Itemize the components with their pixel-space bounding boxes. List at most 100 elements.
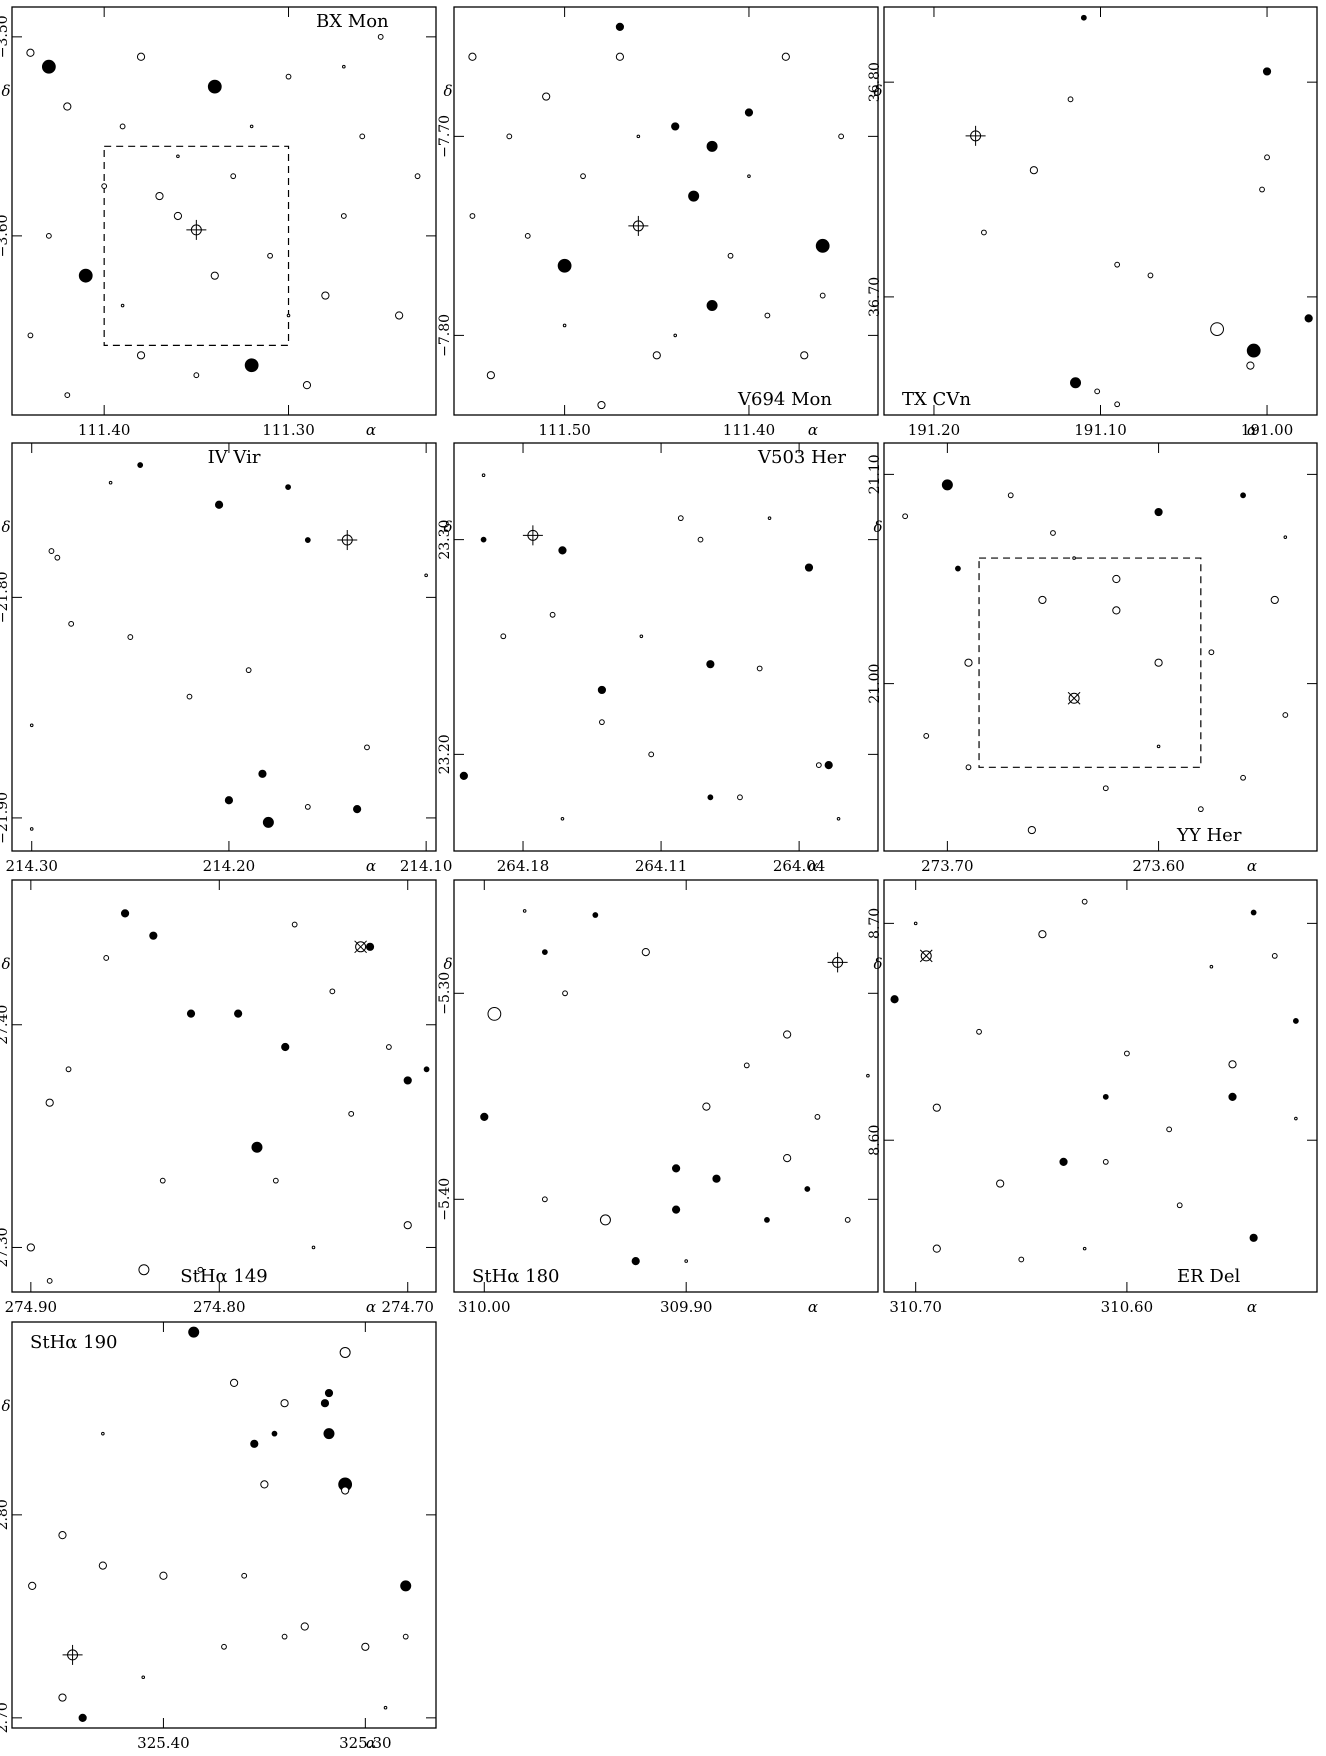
star-filled	[1102, 1093, 1109, 1100]
star-filled	[1292, 1018, 1299, 1024]
target-cross-icon	[186, 219, 207, 240]
star-open	[1038, 595, 1047, 605]
star-filled	[271, 1430, 278, 1437]
x-tick-label: 111.40	[78, 421, 131, 439]
x-axis-label: α	[366, 1734, 376, 1752]
x-tick-label: 111.40	[723, 421, 776, 439]
star-open	[241, 1572, 248, 1579]
star-open	[756, 665, 763, 672]
star-open	[1176, 1202, 1183, 1209]
star-open	[342, 64, 346, 69]
star-open	[302, 381, 312, 390]
star-open	[684, 1259, 688, 1263]
star-filled	[353, 804, 362, 814]
star-open	[560, 816, 565, 821]
y-tick-label: 21.10	[867, 454, 883, 494]
star-open	[359, 133, 366, 140]
y-tick-label: −3.50	[0, 15, 11, 58]
star-filled	[304, 537, 311, 543]
star-open	[281, 1633, 288, 1640]
star-filled	[234, 1009, 243, 1018]
star-open	[767, 516, 772, 520]
star-filled	[244, 358, 259, 373]
star-open	[615, 52, 625, 61]
star-open	[108, 480, 113, 485]
star-open	[186, 693, 193, 700]
star-filled	[186, 1009, 196, 1018]
star-filled	[941, 479, 953, 491]
y-tick-label: −3.60	[0, 214, 11, 257]
star-open	[541, 1196, 548, 1203]
star-open	[245, 667, 252, 674]
star-open	[702, 1102, 711, 1111]
y-tick-label: 2.80	[0, 1499, 11, 1530]
star-open	[1240, 774, 1246, 781]
star-filled	[1262, 67, 1272, 76]
star-open	[524, 232, 531, 239]
star-open	[836, 816, 841, 821]
star-filled	[824, 761, 833, 770]
x-tick-label: 273.70	[921, 857, 974, 875]
panel-title: StHα 149	[180, 1266, 268, 1287]
y-tick-label: −21.80	[0, 571, 11, 623]
target-x-icon	[919, 949, 933, 963]
star-open	[783, 1030, 792, 1039]
star-open	[838, 133, 845, 140]
x-tick-label: 214.10	[400, 857, 453, 875]
star-open	[1124, 1050, 1130, 1057]
x-axis-label: α	[808, 857, 818, 875]
y-tick-label: −7.80	[437, 314, 453, 357]
star-open	[1038, 930, 1047, 939]
star-open	[764, 312, 771, 319]
target-cross-icon	[337, 530, 358, 551]
x-tick-label: 264.11	[635, 857, 688, 875]
star-open	[1271, 952, 1278, 959]
star-filled	[558, 546, 567, 555]
star-open	[65, 1066, 72, 1073]
star-filled	[262, 816, 274, 828]
star-filled	[1070, 377, 1082, 389]
star-open	[29, 827, 34, 831]
star-open	[340, 213, 347, 219]
star-open	[46, 1277, 53, 1284]
star-open	[210, 271, 219, 280]
star-open	[783, 1154, 792, 1163]
star-open	[1294, 1116, 1298, 1121]
star-filled	[557, 258, 572, 273]
star-open	[844, 1217, 851, 1223]
field-box	[103, 145, 290, 346]
star-open	[1259, 186, 1265, 193]
star-filled	[324, 1388, 334, 1398]
star-open	[981, 229, 987, 236]
star-filled	[224, 796, 234, 805]
star-open	[815, 762, 822, 769]
x-tick-label: 191.00	[1241, 421, 1294, 439]
star-filled	[214, 500, 224, 509]
star-filled	[1059, 1157, 1068, 1166]
y-tick-label: −21.90	[0, 792, 11, 844]
star-open	[1270, 595, 1279, 605]
star-filled	[365, 942, 375, 951]
star-open	[27, 332, 34, 339]
star-open	[599, 1214, 611, 1226]
y-axis-label: δ	[1, 82, 10, 100]
star-open	[800, 351, 809, 360]
target-cross-icon	[628, 215, 649, 236]
panel-title: TX CVn	[902, 389, 971, 410]
star-open	[1264, 154, 1270, 161]
star-open	[1147, 272, 1154, 279]
star-open	[28, 1581, 37, 1591]
star-open	[965, 764, 972, 771]
star-open	[26, 1243, 35, 1252]
star-filled	[890, 995, 899, 1004]
plot-frame	[883, 442, 1318, 852]
star-open	[221, 1643, 227, 1650]
star-open	[364, 744, 370, 751]
star-filled	[400, 1580, 412, 1592]
star-filled	[459, 771, 468, 780]
y-axis-label: δ	[1, 1397, 10, 1415]
star-filled	[1249, 1233, 1258, 1242]
y-tick-label: 8.60	[867, 1125, 883, 1156]
star-open	[1102, 785, 1109, 792]
